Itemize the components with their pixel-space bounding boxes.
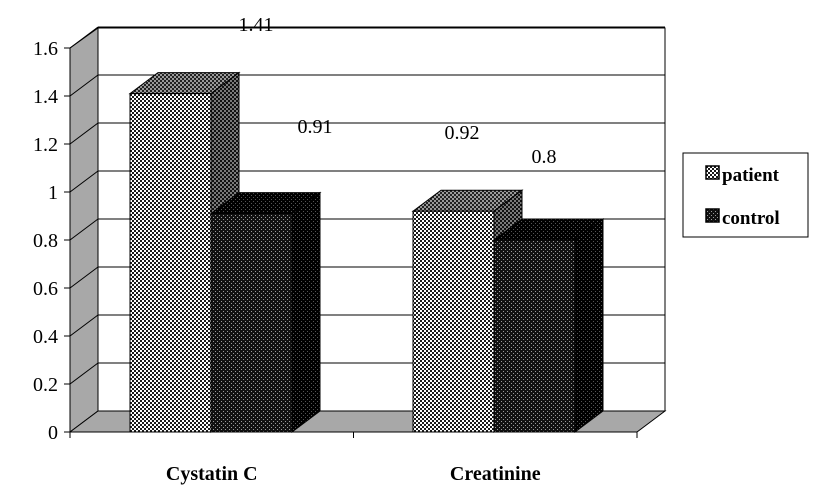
legend-swatch-control	[705, 208, 720, 223]
legend-label-patient: patient	[722, 165, 780, 186]
gridline-side-6	[69, 122, 99, 145]
legend-item-control: control	[705, 208, 780, 229]
legend-box	[682, 152, 809, 238]
bar-front	[493, 239, 576, 433]
legend-swatch-patient	[705, 165, 720, 180]
gridline-side-2	[69, 314, 99, 337]
bars	[128, 71, 605, 433]
gridline-side-3	[69, 266, 99, 289]
bar-front	[210, 213, 293, 433]
y-tick-label: 0.6	[33, 278, 58, 300]
y-tick-label: 1	[48, 182, 58, 204]
legend-label-control: control	[722, 208, 780, 229]
data-labels: 1.41 0.91 0.92 0.8	[239, 14, 557, 168]
legend-item-patient: patient	[705, 165, 780, 186]
gridline-side-1	[69, 362, 99, 385]
bar-side	[291, 191, 321, 433]
data-label-patient-0: 1.41	[239, 14, 274, 36]
x-category-label: Cystatin C	[166, 463, 258, 485]
y-tick-label: 0.4	[33, 326, 58, 348]
data-label-control-0: 0.91	[298, 116, 333, 138]
y-tick-label: 0.2	[33, 374, 58, 396]
y-tick-label: 0	[48, 422, 58, 444]
bar-front	[412, 210, 495, 433]
legend: patient control	[682, 152, 809, 238]
data-label-patient-1: 0.92	[445, 122, 480, 144]
bar-front	[129, 93, 212, 433]
gridline-side-4	[69, 218, 99, 241]
bar-control-0	[209, 191, 322, 433]
bar-control-1	[492, 218, 605, 433]
bar-side	[574, 218, 604, 433]
gridline-side-8	[69, 26, 99, 49]
y-tick-label: 1.4	[33, 86, 58, 108]
y-tick-label: 1.6	[33, 38, 58, 60]
x-axis: Cystatin C Creatinine	[69, 431, 638, 485]
gridline-side-5	[69, 170, 99, 193]
gridline-side-7	[69, 74, 99, 97]
y-axis: 0 0.2 0.4 0.6 0.8 1 1.2 1.4 1.6	[33, 38, 71, 444]
x-category-label: Creatinine	[450, 463, 541, 485]
data-label-control-1: 0.8	[532, 146, 557, 168]
y-tick-label: 0.8	[33, 230, 58, 252]
y-tick-label: 1.2	[33, 134, 58, 156]
